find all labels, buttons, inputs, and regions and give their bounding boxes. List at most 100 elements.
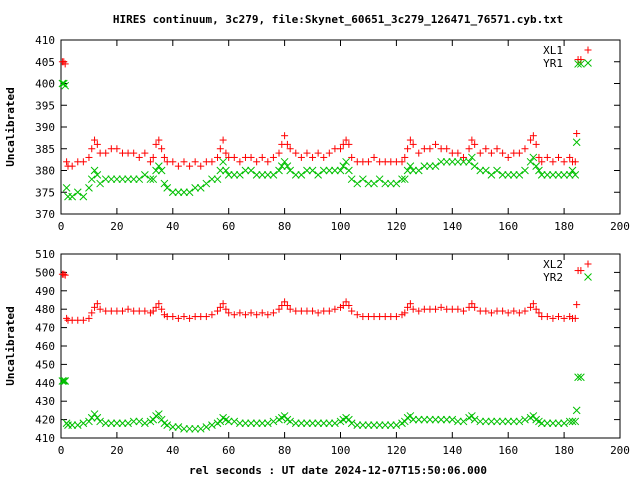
data-point [515, 170, 524, 179]
x-tick-label: 0 [58, 220, 65, 233]
data-point [291, 419, 300, 428]
data-point [409, 166, 418, 175]
data-point [415, 149, 423, 157]
data-point [264, 311, 272, 319]
data-point [565, 170, 574, 179]
data-point [400, 175, 409, 184]
data-point [281, 132, 289, 140]
y-tick-label: 510 [35, 248, 55, 261]
data-point [236, 309, 244, 317]
data-point [555, 313, 563, 321]
data-point [319, 419, 328, 428]
data-point [529, 300, 537, 308]
data-point [303, 166, 311, 175]
data-point [169, 313, 177, 321]
data-point [543, 170, 552, 179]
data-point [347, 175, 356, 184]
data-point [180, 158, 188, 166]
data-point [353, 179, 362, 188]
data-point [529, 153, 538, 162]
y-tick-label: 370 [35, 208, 55, 221]
data-point [252, 170, 261, 179]
x-tick-label: 20 [110, 220, 123, 233]
data-point [504, 153, 512, 161]
data-point [230, 417, 239, 426]
data-point [62, 184, 71, 192]
data-point [61, 81, 70, 90]
data-point [325, 149, 333, 157]
data-point [283, 302, 291, 310]
data-point [535, 153, 543, 161]
data-point [345, 166, 353, 175]
data-point [573, 130, 581, 138]
x-tick-label: 200 [610, 444, 630, 457]
data-point [168, 423, 177, 431]
data-point [186, 314, 194, 322]
data-point [253, 311, 261, 319]
data-point [398, 175, 406, 184]
data-point [208, 158, 216, 166]
data-point [118, 419, 127, 428]
data-point [247, 309, 255, 317]
data-point [426, 415, 434, 424]
data-point [515, 149, 523, 157]
data-point [252, 419, 261, 428]
data-point [135, 153, 143, 161]
data-point [504, 170, 513, 179]
data-point [535, 166, 543, 175]
data-point [283, 162, 292, 171]
data-point [560, 170, 568, 179]
data-point [465, 157, 473, 166]
data-point [574, 373, 582, 382]
y-tick-label: 450 [35, 358, 55, 371]
data-point [336, 166, 345, 175]
data-point [339, 162, 348, 171]
data-point [85, 153, 93, 161]
data-point [236, 158, 244, 166]
data-point [247, 153, 255, 161]
data-point [406, 136, 414, 144]
data-point [325, 166, 334, 175]
data-point [414, 415, 423, 424]
data-point [118, 175, 127, 184]
data-point [337, 145, 344, 153]
data-point [509, 417, 518, 426]
data-point [571, 158, 579, 166]
x-tick-label: 40 [166, 220, 179, 233]
data-point [149, 153, 157, 161]
data-point [263, 170, 272, 179]
data-point [468, 300, 476, 308]
plot-frame [60, 253, 621, 439]
y-tick-label: 470 [35, 322, 55, 335]
data-point [297, 419, 306, 428]
data-point [325, 307, 333, 315]
data-point [527, 303, 535, 311]
data-point [549, 170, 557, 179]
x-tick-label: 40 [166, 444, 179, 457]
data-point [269, 417, 278, 426]
data-point [471, 140, 479, 148]
data-point [571, 170, 580, 179]
data-point [230, 170, 239, 179]
data-point [91, 303, 99, 311]
data-point [314, 170, 322, 179]
data-point [68, 421, 77, 429]
data-point [60, 270, 68, 278]
data-point [180, 188, 188, 197]
data-point [224, 417, 233, 426]
data-point [554, 419, 563, 428]
data-point [191, 158, 199, 166]
data-point [454, 417, 462, 426]
data-point [174, 162, 182, 170]
legend-marker [584, 46, 592, 54]
data-point [213, 175, 222, 184]
data-point [437, 157, 445, 166]
data-point [64, 192, 72, 201]
data-point [331, 419, 339, 428]
data-point [515, 417, 524, 426]
data-point [577, 60, 585, 68]
data-point [146, 158, 154, 166]
data-point [555, 153, 563, 161]
data-point [59, 79, 68, 88]
data-point [487, 417, 496, 426]
